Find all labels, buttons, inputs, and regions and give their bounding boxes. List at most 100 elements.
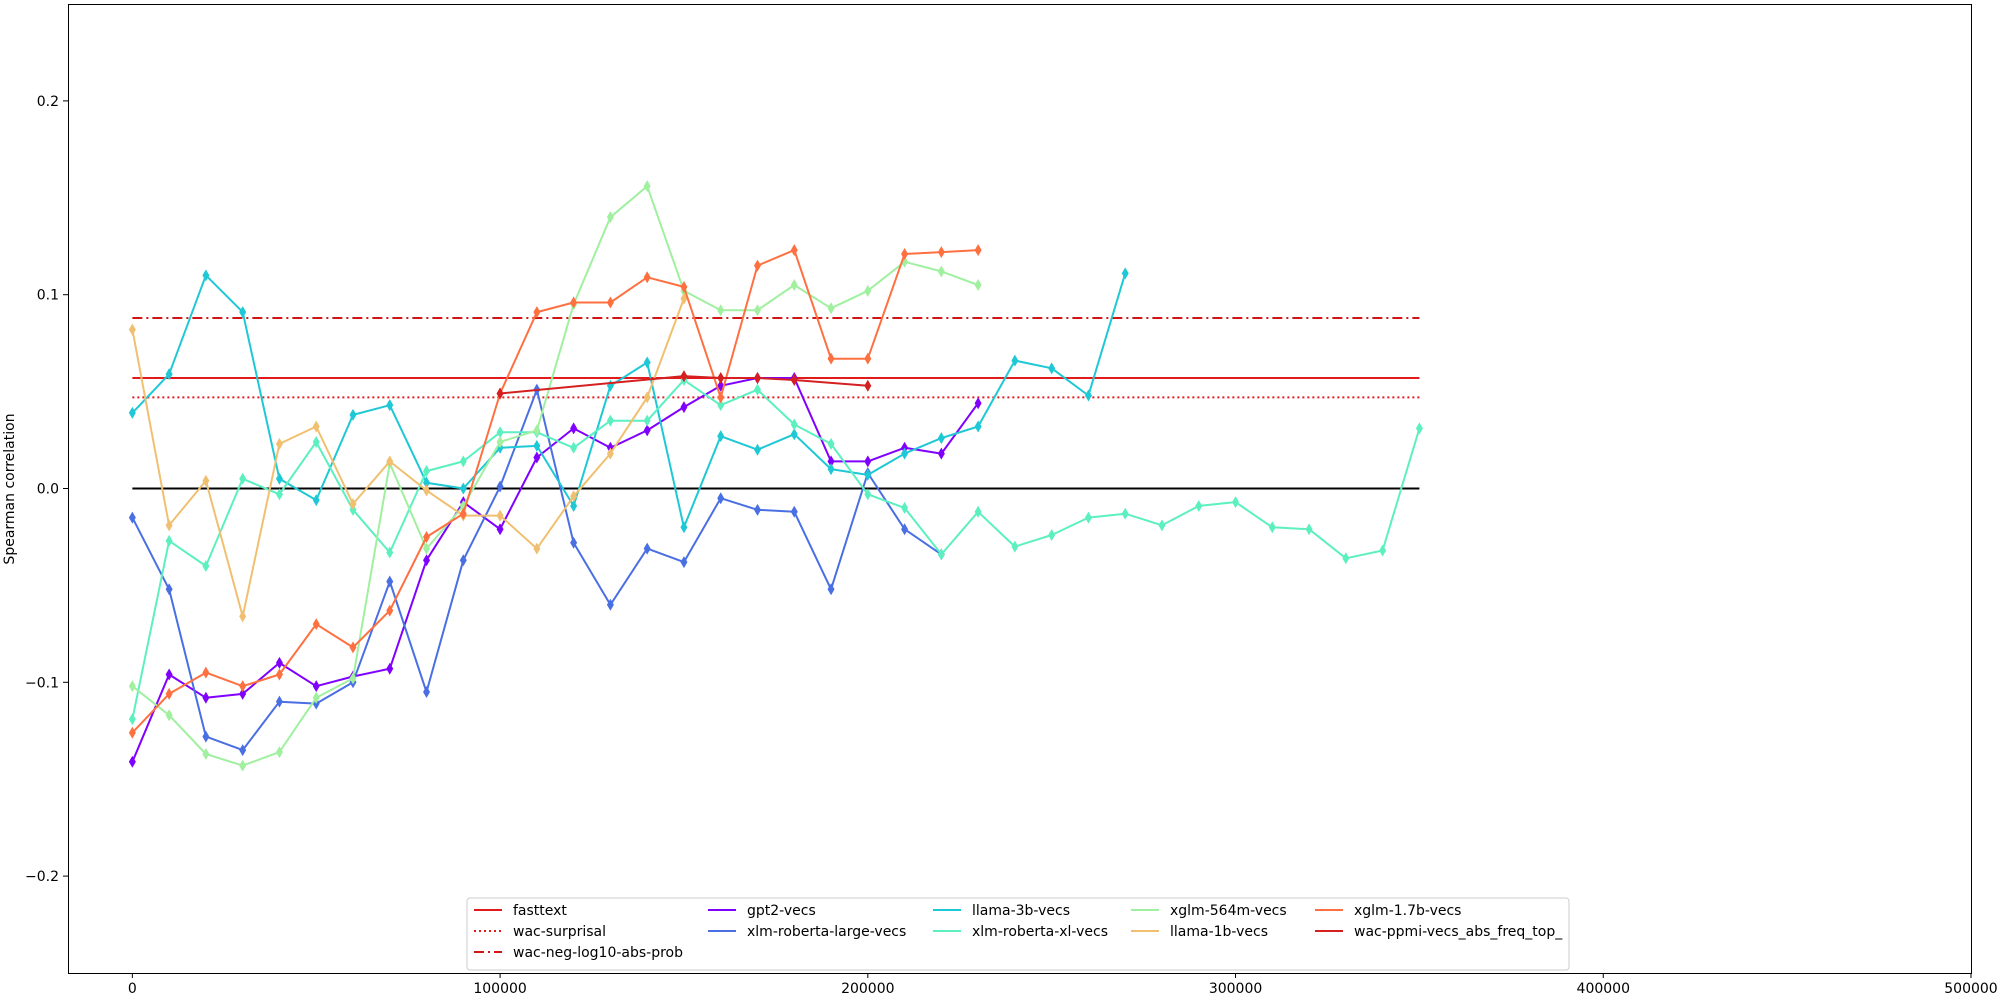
data-point-llama-3b-vecs xyxy=(202,269,210,282)
data-point-xlm-roberta-large-vecs xyxy=(680,556,688,569)
data-point-xlm-roberta-xl-vecs xyxy=(1342,552,1350,565)
legend-label-wac-surprisal: wac-surprisal xyxy=(513,924,606,940)
data-point-xlm-roberta-xl-vecs xyxy=(202,560,210,573)
data-point-xglm-1.7b-vecs xyxy=(423,530,431,543)
data-point-xglm-1.7b-vecs xyxy=(717,391,725,404)
data-point-xlm-roberta-xl-vecs xyxy=(864,488,872,501)
data-point-llama-3b-vecs xyxy=(312,494,320,507)
data-point-llama-1b-vecs xyxy=(680,292,688,305)
data-point-xglm-564m-vecs xyxy=(275,746,283,759)
data-point-xglm-564m-vecs xyxy=(937,265,945,278)
data-point-xlm-roberta-xl-vecs xyxy=(1121,507,1129,520)
data-point-llama-3b-vecs xyxy=(643,356,651,369)
series-line-xglm-564m-vecs xyxy=(131,185,979,767)
y-axis-label: Spearman correlation xyxy=(2,413,18,564)
data-point-xlm-roberta-xl-vecs xyxy=(643,414,651,427)
data-point-xglm-564m-vecs xyxy=(349,672,357,685)
data-point-llama-1b-vecs xyxy=(643,391,651,404)
data-point-llama-3b-vecs xyxy=(753,443,761,456)
data-point-xglm-564m-vecs xyxy=(423,542,431,555)
legend: fasttext wac-surprisal wac-neg-log10-abs-p… xyxy=(466,897,1570,971)
data-point-xglm-564m-vecs xyxy=(753,304,761,317)
data-point-xglm-1.7b-vecs xyxy=(680,280,688,293)
data-point-llama-3b-vecs xyxy=(717,430,725,443)
data-point-xglm-564m-vecs xyxy=(643,180,651,193)
data-point-xlm-roberta-xl-vecs xyxy=(717,399,725,412)
data-point-xlm-roberta-xl-vecs xyxy=(1415,422,1423,435)
data-point-xglm-564m-vecs xyxy=(790,279,798,292)
data-point-xglm-564m-vecs xyxy=(717,304,725,317)
legend-label-gpt2-vecs: gpt2-vecs xyxy=(747,903,816,919)
data-point-llama-1b-vecs xyxy=(349,498,357,511)
data-point-xlm-roberta-xl-vecs xyxy=(606,414,614,427)
data-point-xglm-1.7b-vecs xyxy=(312,618,320,631)
data-point-llama-3b-vecs xyxy=(459,482,467,495)
data-point-gpt2-vecs xyxy=(312,680,320,693)
legend-label-llama-3b-vecs: llama-3b-vecs xyxy=(972,903,1070,919)
data-point-xlm-roberta-large-vecs xyxy=(459,554,467,567)
data-point-llama-1b-vecs xyxy=(423,484,431,497)
legend-label-xglm-1.7b-vecs: xglm-1.7b-vecs xyxy=(1354,903,1461,919)
data-point-xlm-roberta-xl-vecs xyxy=(753,383,761,396)
y-tick-label: −0.1 xyxy=(25,675,59,691)
data-point-wac-ppmi-vecs_abs_freq_top_ xyxy=(717,372,725,385)
data-point-xlm-roberta-xl-vecs xyxy=(275,488,283,501)
data-point-xglm-564m-vecs xyxy=(165,709,173,722)
legend-label-wac-ppmi-vecs_abs_freq_top_: wac-ppmi-vecs_abs_freq_top_ xyxy=(1354,924,1563,940)
data-point-xglm-1.7b-vecs xyxy=(165,687,173,700)
data-point-gpt2-vecs xyxy=(496,523,504,536)
data-point-xglm-564m-vecs xyxy=(974,279,982,292)
y-tick-label: 0.2 xyxy=(37,94,59,110)
data-point-llama-3b-vecs xyxy=(1084,389,1092,402)
data-point-xglm-1.7b-vecs xyxy=(275,668,283,681)
data-point-llama-3b-vecs xyxy=(864,468,872,481)
axes-layer: 0 100000 200000 300000 400000 500000 −0.2 −0.1 0… xyxy=(25,94,1998,997)
legend-label-xglm-564m-vecs: xglm-564m-vecs xyxy=(1170,903,1287,919)
data-point-xglm-564m-vecs xyxy=(606,211,614,224)
data-point-llama-1b-vecs xyxy=(533,542,541,555)
data-point-llama-3b-vecs xyxy=(901,447,909,460)
data-point-xlm-roberta-large-vecs xyxy=(202,730,210,743)
data-point-xlm-roberta-large-vecs xyxy=(275,695,283,708)
data-point-xlm-roberta-xl-vecs xyxy=(1379,544,1387,557)
data-point-gpt2-vecs xyxy=(570,422,578,435)
data-point-llama-3b-vecs xyxy=(533,439,541,452)
data-point-wac-ppmi-vecs_abs_freq_top_ xyxy=(864,379,872,392)
data-point-xlm-roberta-xl-vecs xyxy=(827,437,835,450)
data-point-gpt2-vecs xyxy=(864,455,872,468)
data-point-xlm-roberta-large-vecs xyxy=(570,536,578,549)
data-point-xlm-roberta-large-vecs xyxy=(386,575,394,588)
data-point-gpt2-vecs xyxy=(937,447,945,460)
data-point-gpt2-vecs xyxy=(533,451,541,464)
series-line-xlm-roberta-xl-vecs xyxy=(131,379,1421,720)
x-tick-label: 0 xyxy=(128,981,137,997)
x-tick-label: 100000 xyxy=(473,981,526,997)
data-point-wac-ppmi-vecs_abs_freq_top_ xyxy=(680,370,688,383)
data-point-llama-3b-vecs xyxy=(165,368,173,381)
data-point-xglm-564m-vecs xyxy=(864,284,872,297)
y-tick-label: −0.2 xyxy=(25,869,59,885)
data-point-llama-1b-vecs xyxy=(128,323,136,336)
data-point-xglm-1.7b-vecs xyxy=(901,248,909,261)
data-point-xlm-roberta-large-vecs xyxy=(827,583,835,596)
data-point-xglm-1.7b-vecs xyxy=(533,306,541,319)
data-point-llama-3b-vecs xyxy=(1048,362,1056,375)
data-point-gpt2-vecs xyxy=(128,755,136,768)
data-point-gpt2-vecs xyxy=(202,691,210,704)
data-point-xglm-1.7b-vecs xyxy=(643,271,651,284)
data-point-xlm-roberta-xl-vecs xyxy=(312,435,320,448)
legend-label-fasttext: fasttext xyxy=(513,903,567,919)
data-point-xlm-roberta-large-vecs xyxy=(643,542,651,555)
data-point-llama-3b-vecs xyxy=(680,521,688,534)
data-point-gpt2-vecs xyxy=(239,687,247,700)
data-point-llama-1b-vecs xyxy=(570,490,578,503)
data-point-xglm-1.7b-vecs xyxy=(570,296,578,309)
data-point-llama-1b-vecs xyxy=(239,610,247,623)
x-tick-label: 200000 xyxy=(841,981,894,997)
data-point-xlm-roberta-large-vecs xyxy=(239,744,247,757)
data-point-wac-ppmi-vecs_abs_freq_top_ xyxy=(496,387,504,400)
data-point-gpt2-vecs xyxy=(680,401,688,414)
data-point-xlm-roberta-large-vecs xyxy=(423,685,431,698)
data-point-xlm-roberta-xl-vecs xyxy=(901,501,909,514)
data-point-xglm-1.7b-vecs xyxy=(239,680,247,693)
